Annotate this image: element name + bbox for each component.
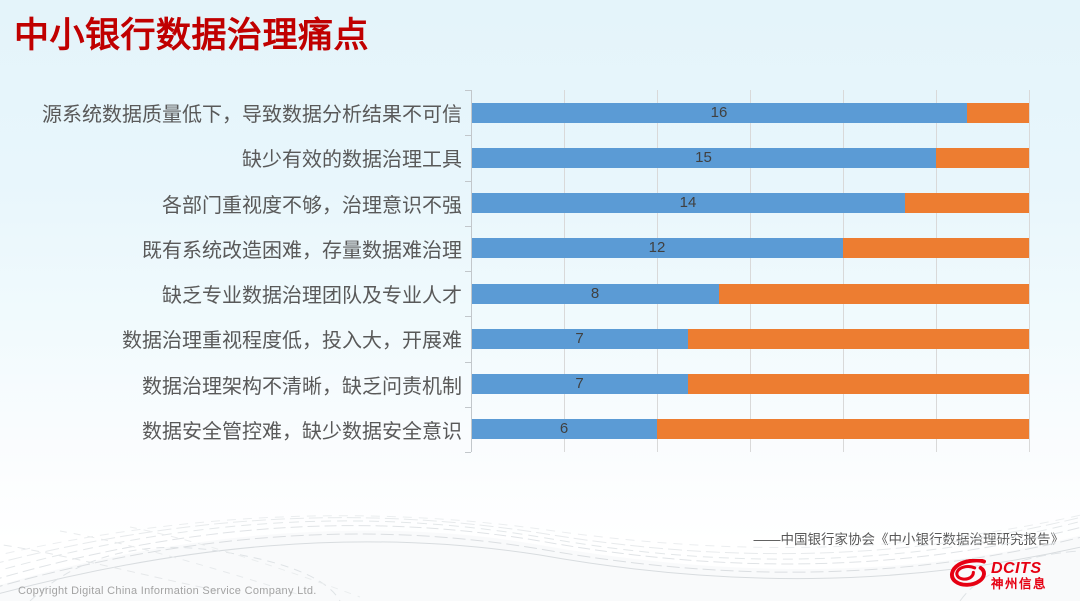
bar-value-label: 15 xyxy=(695,148,712,166)
bar-row: 8 xyxy=(471,271,1029,316)
category-labels: 源系统数据质量低下，导致数据分析结果不可信缺少有效的数据治理工具各部门重视度不够… xyxy=(8,90,471,452)
company-logo: DCITS 神州信息 xyxy=(948,559,1047,593)
bar-segment-primary: 7 xyxy=(471,374,688,395)
bar-row: 15 xyxy=(471,135,1029,180)
bar-segment-secondary xyxy=(967,102,1029,123)
bar-value-label: 8 xyxy=(590,284,600,302)
axis-tick xyxy=(465,361,471,363)
bar-value-label: 6 xyxy=(559,420,569,438)
bar-row: 7 xyxy=(471,316,1029,361)
logo-brand-cn-text: 神州信息 xyxy=(990,576,1047,591)
bar-segment-primary: 7 xyxy=(471,328,688,349)
bar-segment-primary: 16 xyxy=(471,102,967,123)
axis-tick xyxy=(465,135,471,137)
category-label: 缺少有效的数据治理工具 xyxy=(242,149,462,172)
axis-tick xyxy=(465,90,471,91)
category-label: 数据治理重视程度低，投入大，开展难 xyxy=(122,330,462,353)
bar-segment-secondary xyxy=(843,238,1029,259)
category-label: 各部门重视度不够，治理意识不强 xyxy=(162,194,462,217)
bar-segment-primary: 6 xyxy=(471,419,657,440)
bar-segment-secondary xyxy=(657,419,1029,440)
bar-row: 16 xyxy=(471,90,1029,135)
bar-segment-secondary xyxy=(936,147,1029,168)
bar-value-label: 7 xyxy=(575,329,584,347)
axis-tick xyxy=(465,316,471,318)
category-label: 数据安全管控难，缺少数据安全意识 xyxy=(142,420,462,443)
bar-value-label: 16 xyxy=(710,103,728,121)
axis-tick xyxy=(465,452,471,453)
pain-points-chart: 源系统数据质量低下，导致数据分析结果不可信缺少有效的数据治理工具各部门重视度不够… xyxy=(8,90,1030,453)
vertical-axis-line xyxy=(471,90,472,452)
category-label: 缺乏专业数据治理团队及专业人才 xyxy=(162,285,462,308)
axis-tick xyxy=(465,180,471,182)
gridline xyxy=(936,90,937,452)
gridline xyxy=(1029,90,1030,452)
copyright-text: Copyright Digital China Information Serv… xyxy=(18,585,317,597)
bar-segment-primary: 14 xyxy=(471,193,905,214)
page-title: 中小银行数据治理痛点 xyxy=(14,16,370,55)
gridline xyxy=(657,90,658,452)
category-label: 源系统数据质量低下，导致数据分析结果不可信 xyxy=(42,104,462,127)
axis-tick xyxy=(465,225,471,227)
bar-value-label: 14 xyxy=(679,194,697,212)
bar-segment-secondary xyxy=(688,374,1029,395)
axis-tick xyxy=(465,406,471,408)
category-label: 数据治理架构不清晰，缺乏问责机制 xyxy=(142,375,462,398)
bar-segment-secondary xyxy=(905,193,1029,214)
gridline xyxy=(843,90,844,452)
gridline xyxy=(750,90,751,452)
bar-segment-primary: 12 xyxy=(471,238,843,259)
bar-segment-primary: 15 xyxy=(471,147,936,168)
swirl-logo-icon xyxy=(950,559,986,587)
gridline xyxy=(564,90,565,452)
bar-value-label: 12 xyxy=(648,239,666,257)
bar-row: 6 xyxy=(471,407,1029,452)
source-citation: ——中国银行家协会《中小银行数据治理研究报告》 xyxy=(753,532,1065,547)
axis-tick xyxy=(465,271,471,272)
bar-row: 14 xyxy=(471,181,1029,226)
bar-value-label: 7 xyxy=(575,375,584,393)
logo-brand-text: DCITS xyxy=(990,560,1042,578)
bar-row: 7 xyxy=(471,362,1029,407)
chart-plot: 16 15 14 12 8 7 7 6 xyxy=(465,90,1030,453)
bar-segment-secondary xyxy=(719,283,1029,304)
bar-segment-secondary xyxy=(688,328,1029,349)
bar-row: 12 xyxy=(471,226,1029,271)
category-label: 既有系统改造困难，存量数据难治理 xyxy=(142,239,462,262)
bar-segment-primary: 8 xyxy=(471,283,719,304)
